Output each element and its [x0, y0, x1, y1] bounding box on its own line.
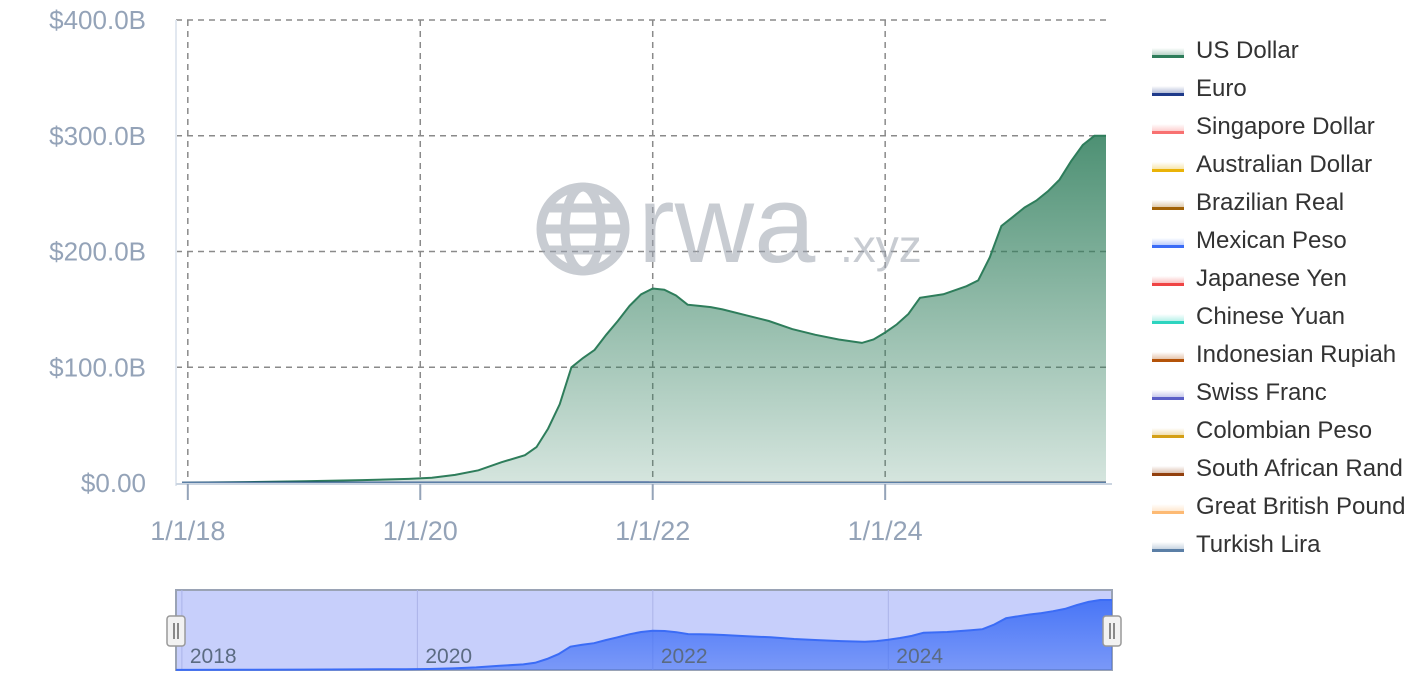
legend-symbol — [1152, 86, 1184, 96]
navigator-tick-label: 2020 — [425, 645, 472, 668]
legend-item-mexican-peso[interactable]: Mexican Peso — [1152, 226, 1407, 256]
legend-item-south-african-rand[interactable]: South African Rand — [1152, 454, 1407, 484]
legend-item-swiss-franc[interactable]: Swiss Franc — [1152, 378, 1407, 408]
legend-label: Great British Pound — [1196, 493, 1406, 520]
watermark-main: rwa — [638, 163, 816, 286]
legend-symbol — [1152, 504, 1184, 514]
navigator-handle-left[interactable] — [166, 615, 186, 647]
legend-item-us-dollar[interactable]: US Dollar — [1152, 36, 1407, 66]
navigator-tick-label: 2024 — [896, 645, 943, 668]
legend-item-chinese-yuan[interactable]: Chinese Yuan — [1152, 302, 1407, 332]
navigator-tick-label: 2022 — [661, 645, 708, 668]
legend-symbol — [1152, 276, 1184, 286]
legend-label: Japanese Yen — [1196, 265, 1347, 292]
watermark: rwa .xyz — [536, 163, 922, 286]
legend-label: Colombian Peso — [1196, 417, 1373, 444]
y-tick-label: $0.00 — [81, 468, 146, 498]
legend-symbol — [1152, 238, 1184, 248]
x-tick-label: 1/1/24 — [848, 516, 923, 546]
x-axis: 1/1/18 1/1/20 1/1/22 1/1/24 — [150, 483, 1112, 546]
x-tick-label: 1/1/20 — [383, 516, 458, 546]
y-tick-label: $300.0B — [49, 121, 146, 151]
legend-item-colombian-peso[interactable]: Colombian Peso — [1152, 416, 1407, 446]
legend-label: Mexican Peso — [1196, 227, 1347, 254]
legend-label: Swiss Franc — [1196, 379, 1327, 406]
legend-item-brazilian-real[interactable]: Brazilian Real — [1152, 188, 1407, 218]
legend-symbol — [1152, 314, 1184, 324]
y-tick-label: $200.0B — [49, 237, 146, 267]
legend-symbol — [1152, 352, 1184, 362]
legend-item-singapore-dollar[interactable]: Singapore Dollar — [1152, 112, 1407, 142]
navigator-handle-right[interactable] — [1102, 615, 1122, 647]
legend-symbol — [1152, 200, 1184, 210]
legend-symbol — [1152, 466, 1184, 476]
legend: US Dollar Euro Singapore Dollar Australian … — [1152, 36, 1407, 568]
x-tick-label: 1/1/18 — [150, 516, 225, 546]
legend-label: Chinese Yuan — [1196, 303, 1346, 330]
legend-item-australian-dollar[interactable]: Australian Dollar — [1152, 150, 1407, 180]
legend-label: Indonesian Rupiah — [1196, 341, 1397, 368]
legend-item-japanese-yen[interactable]: Japanese Yen — [1152, 264, 1407, 294]
watermark-suffix: .xyz — [840, 220, 922, 272]
globe-icon — [536, 182, 630, 276]
series-area-us-dollar — [182, 135, 1106, 484]
navigator-tick-label: 2018 — [190, 645, 237, 668]
legend-symbol — [1152, 162, 1184, 172]
legend-label: Brazilian Real — [1196, 189, 1345, 216]
navigator[interactable]: 2018 2020 2022 2024 — [166, 589, 1122, 671]
legend-label: Singapore Dollar — [1196, 113, 1375, 140]
legend-label: Turkish Lira — [1196, 531, 1321, 558]
legend-label: US Dollar — [1196, 37, 1299, 64]
legend-symbol — [1152, 390, 1184, 400]
legend-symbol — [1152, 428, 1184, 438]
y-axis: $0.00 $100.0B $200.0B $300.0B $400.0B — [49, 5, 177, 498]
legend-symbol — [1152, 124, 1184, 134]
legend-symbol — [1152, 542, 1184, 552]
legend-label: Euro — [1196, 75, 1247, 102]
navigator-line — [175, 599, 1112, 671]
legend-label: South African Rand — [1196, 455, 1403, 482]
navigator-area — [176, 600, 1112, 670]
y-tick-label: $100.0B — [49, 352, 146, 382]
x-tick-label: 1/1/22 — [615, 516, 690, 546]
legend-symbol — [1152, 48, 1184, 58]
legend-item-indonesian-rupiah[interactable]: Indonesian Rupiah — [1152, 340, 1407, 370]
legend-item-turkish-lira[interactable]: Turkish Lira — [1152, 530, 1407, 560]
legend-label: Australian Dollar — [1196, 151, 1373, 178]
series-line-us-dollar — [181, 134, 1106, 484]
legend-item-great-british-pound[interactable]: Great British Pound — [1152, 492, 1407, 522]
y-tick-label: $400.0B — [49, 5, 146, 35]
legend-item-euro[interactable]: Euro — [1152, 74, 1407, 104]
